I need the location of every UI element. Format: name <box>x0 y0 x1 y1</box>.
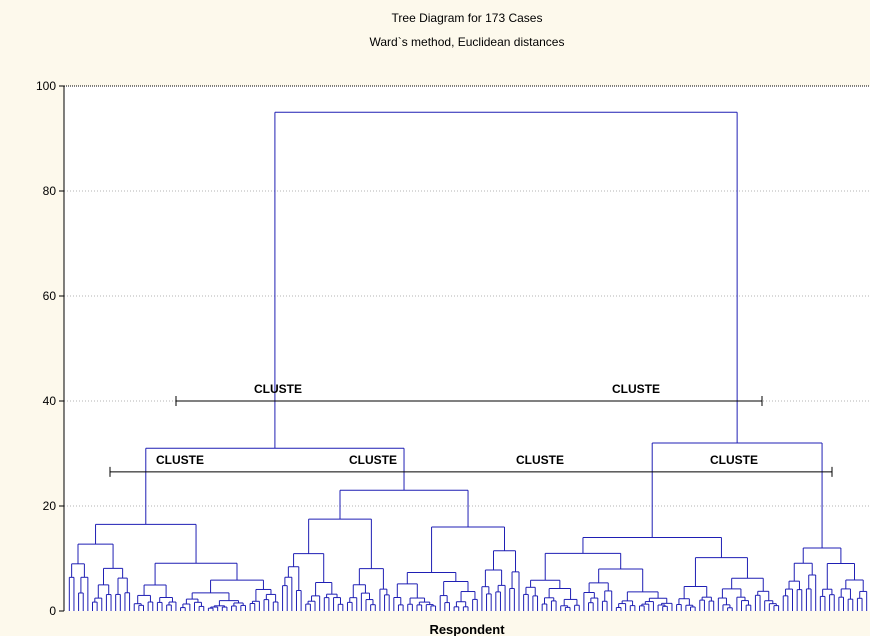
cluster-label: CLUSTE <box>710 453 758 467</box>
y-tick-label: 100 <box>36 79 56 93</box>
y-tick-label: 20 <box>43 499 57 513</box>
plot-area <box>64 86 870 611</box>
y-tick-label: 40 <box>43 394 57 408</box>
x-axis-label: Respondent <box>429 622 505 636</box>
dendrogram-tree <box>68 111 868 611</box>
cluster-label: CLUSTE <box>516 453 564 467</box>
cluster-label: CLUSTE <box>612 382 660 396</box>
cluster-cut-lines: CLUSTE CLUSTE CLUSTE CLUSTE CLUSTE CLUSTE <box>109 382 833 477</box>
cluster-label: CLUSTE <box>156 453 204 467</box>
y-tick-label: 60 <box>43 289 57 303</box>
chart-subtitle: Ward`s method, Euclidean distances <box>370 35 565 49</box>
y-axis: 0 20 40 60 80 100 <box>36 79 64 618</box>
y-tick-label: 0 <box>49 604 56 618</box>
cluster-label: CLUSTE <box>349 453 397 467</box>
y-tick-label: 80 <box>43 184 57 198</box>
chart-title: Tree Diagram for 173 Cases <box>392 11 543 25</box>
cluster-label: CLUSTE <box>254 382 302 396</box>
